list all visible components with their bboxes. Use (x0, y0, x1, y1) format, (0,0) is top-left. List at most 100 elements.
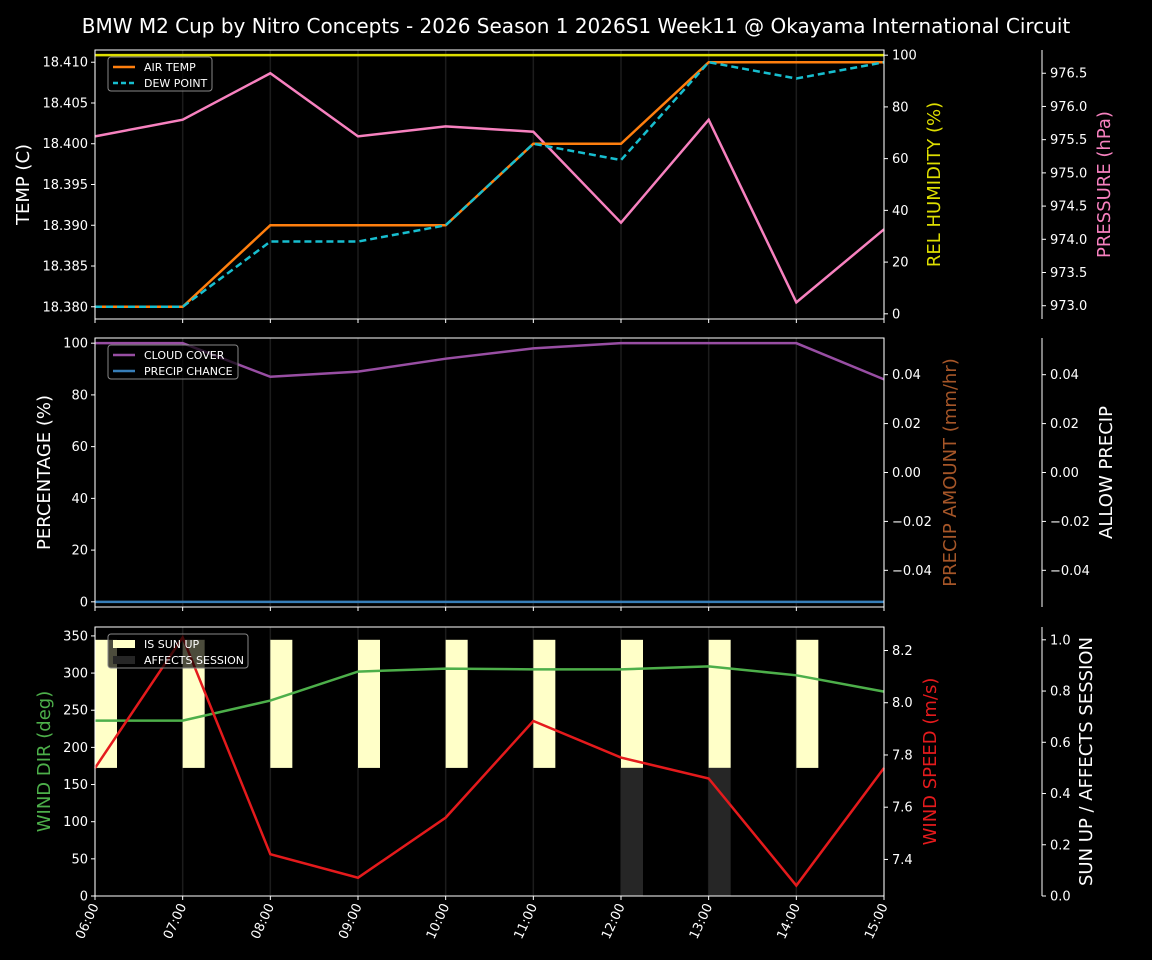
y3-tick-label: 1.0 (1050, 633, 1071, 648)
legend-box (107, 633, 249, 669)
dew-point-line (95, 60, 885, 309)
y2-tick-label: −0.04 (892, 564, 932, 579)
pressure-line (94, 71, 885, 305)
y3-tick-label: 973.0 (1050, 299, 1087, 314)
chart-title: BMW M2 Cup by Nitro Concepts - 2026 Seas… (81, 14, 1071, 38)
y2-tick-label: −0.02 (892, 515, 932, 530)
sun-up-bar (95, 639, 117, 768)
y2-tick-label: 0 (892, 307, 900, 322)
axis-label: TEMP (C) (13, 144, 34, 226)
legend-label: DEW POINT (144, 77, 208, 90)
axis-label: PRECIP AMOUNT (mm/hr) (940, 358, 961, 587)
legend-label: AIR TEMP (144, 61, 196, 74)
y3-tick-label: 975.5 (1050, 133, 1087, 148)
y2-tick-label: 7.4 (892, 853, 913, 868)
wind-speed-line (93, 634, 886, 888)
y-tick-label: 18.400 (43, 137, 89, 152)
y-tick-label: 250 (63, 704, 88, 719)
axis-label: REL HUMIDITY (%) (924, 102, 945, 267)
y-tick-label: 18.390 (43, 219, 89, 234)
legend-label: PRECIP CHANCE (144, 365, 233, 378)
y2-tick-label: 7.6 (892, 801, 913, 816)
legend-label: CLOUD COVER (144, 349, 225, 362)
legend: IS SUN UP AFFECTS SESSION (107, 633, 249, 669)
x-tick-label: 14:00 (775, 901, 804, 941)
y2-tick-label: 60 (892, 152, 909, 167)
x-tick-label: 09:00 (336, 901, 365, 941)
axis-label: WIND SPEED (m/s) (920, 678, 941, 846)
y2-tick-label: 0.00 (892, 466, 921, 481)
y3-tick-label: 976.5 (1050, 67, 1087, 82)
x-tick-label: 12:00 (599, 901, 628, 941)
y3-tick-label: 973.5 (1050, 266, 1087, 281)
legend-swatch (113, 656, 135, 664)
sun-up-bar (445, 639, 468, 768)
panel-temperature: 18.380 18.385 18.390 18.395 18.400 18.405 18.4… (13, 49, 1115, 323)
x-tick-label: 08:00 (249, 901, 278, 941)
y-tick-label: 200 (63, 741, 88, 756)
axis-label: ALLOW PRECIP (1096, 406, 1117, 539)
wind-dir-line (95, 665, 885, 722)
y3-tick-label: 0.6 (1050, 736, 1071, 751)
y2-tick-label: 8.2 (892, 644, 913, 659)
legend-swatch (113, 640, 135, 648)
x-tick-label: 10:00 (424, 901, 453, 941)
y-tick-label: 18.385 (43, 260, 89, 275)
y-tick-label: 100 (63, 815, 88, 830)
sun-up-bar (533, 639, 556, 768)
y-tick-label: 300 (63, 667, 88, 682)
y-tick-label: 20 (71, 544, 88, 559)
x-tick-label: 15:00 (862, 901, 891, 941)
panel-precipitation: 0 20 40 60 80 100 −0.04 −0.02 0.00 0.02 0.04 −0.04 −… (34, 337, 1117, 611)
y-tick-label: 18.410 (43, 56, 89, 71)
y2-tick-label: 0.02 (892, 417, 921, 432)
y2-tick-label: 20 (892, 256, 909, 271)
y-tick-label: 80 (71, 388, 88, 403)
affects-session-bar (708, 767, 731, 896)
sun-up-bar (621, 639, 643, 768)
y3-tick-label: 976.0 (1050, 100, 1087, 115)
y-tick-label: 0 (80, 890, 88, 905)
y2-tick-label: 0.04 (892, 368, 921, 383)
y3-tick-label: −0.02 (1050, 515, 1090, 530)
y-tick-label: 18.380 (43, 300, 89, 315)
y-tick-label: 350 (63, 629, 88, 644)
axis-label: WIND DIR (deg) (34, 691, 55, 833)
y3-tick-label: 975.0 (1050, 166, 1087, 181)
sun-up-bar (270, 639, 293, 768)
y3-tick-label: 0.2 (1050, 838, 1071, 853)
x-tick-label: 06:00 (73, 901, 102, 941)
legend-label: IS SUN UP (144, 638, 200, 651)
legend-label: AFFECTS SESSION (144, 654, 244, 667)
y-tick-label: 60 (71, 440, 88, 455)
y2-tick-label: 100 (892, 49, 917, 64)
axis-label: SUN UP / AFFECTS SESSION (1076, 637, 1097, 886)
sun-up-bar (708, 639, 731, 768)
y2-tick-label: 40 (892, 204, 909, 219)
x-tick-label: 11:00 (512, 901, 541, 941)
panel-wind: 0 50 100 150 200 250 300 350 7.4 7.6 7.8 8.0 8.2 0.0 0… (34, 626, 1097, 942)
y-tick-label: 0 (80, 595, 88, 610)
y-tick-label: 50 (71, 852, 88, 867)
sun-up-bar (796, 639, 819, 768)
legend: CLOUD COVER PRECIP CHANCE (107, 344, 239, 380)
y2-tick-label: 80 (892, 100, 909, 115)
y3-tick-label: 0.4 (1050, 787, 1071, 802)
y-tick-label: 18.395 (43, 178, 89, 193)
affects-session-bar (621, 767, 643, 896)
y3-tick-label: 0.0 (1050, 890, 1071, 905)
x-tick-label: 07:00 (161, 901, 190, 941)
x-tick-label: 13:00 (687, 901, 716, 941)
y2-tick-label: 8.0 (892, 696, 913, 711)
y3-tick-label: −0.04 (1050, 564, 1090, 579)
y-tick-label: 100 (63, 337, 88, 352)
y3-tick-label: 974.5 (1050, 200, 1087, 215)
y3-tick-label: 974.0 (1050, 233, 1087, 248)
axis-label: PRESSURE (hPa) (1094, 111, 1115, 258)
y3-tick-label: 0.00 (1050, 466, 1079, 481)
plot-frame (94, 626, 885, 897)
sun-up-bar (182, 639, 205, 768)
sun-up-bar (358, 639, 380, 768)
y3-tick-label: 0.04 (1050, 368, 1079, 383)
